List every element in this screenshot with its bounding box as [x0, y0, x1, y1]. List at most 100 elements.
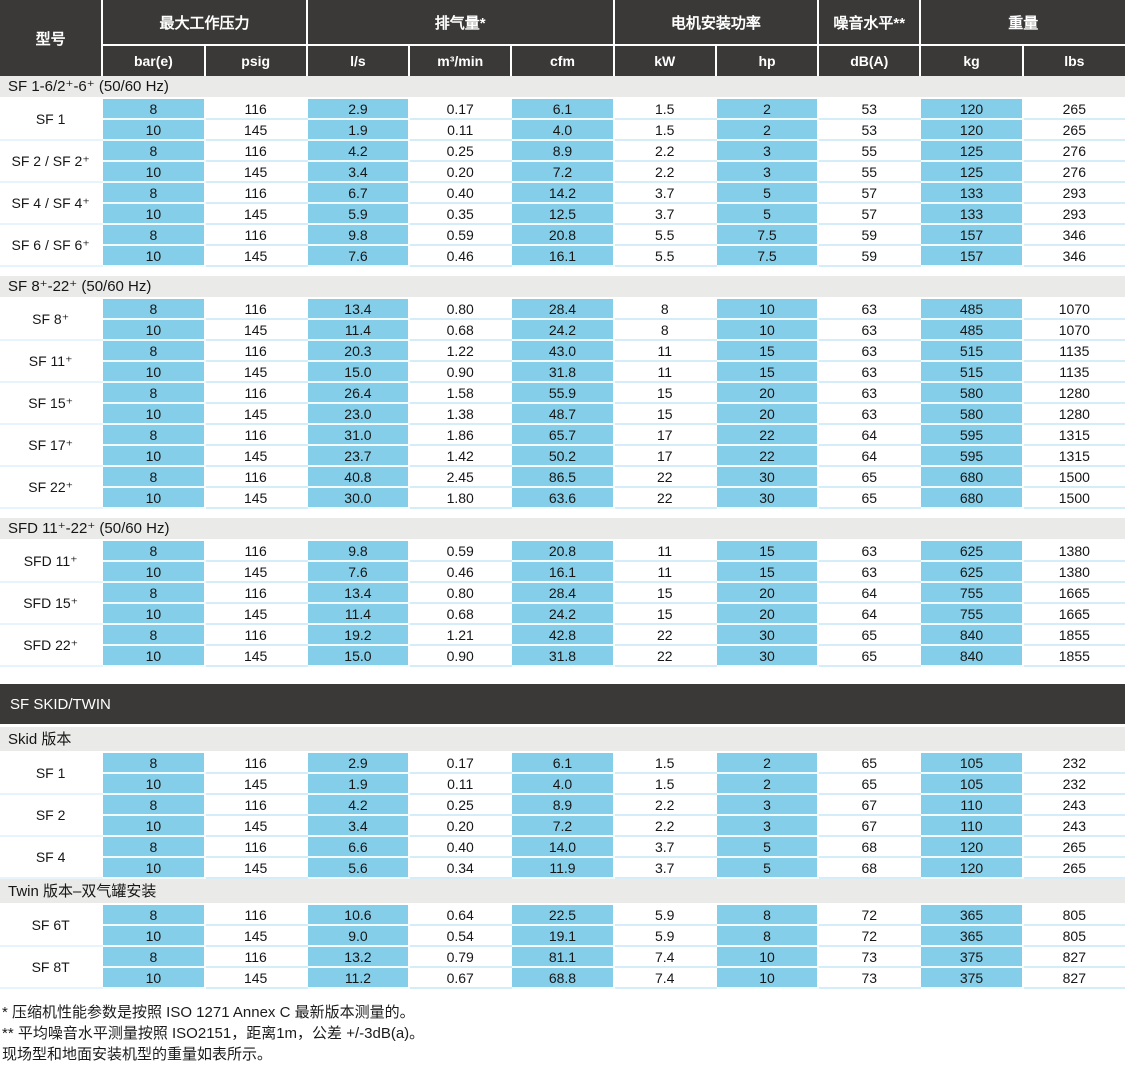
table-row: 10 145 7.6 0.46 16.1 5.5 7.5 59 157 346 [0, 245, 1125, 267]
data-cell: 10 [102, 603, 206, 625]
data-cell: 15 [715, 340, 820, 362]
spacer [0, 266, 1125, 276]
data-cell: 42.8 [511, 624, 615, 646]
data-cell: 580 [920, 382, 1024, 404]
data-cell: 64 [818, 424, 922, 446]
data-cell: 145 [204, 773, 308, 795]
table-row: SF 17⁺ 8 116 31.0 1.86 65.7 17 22 64 595 1315 [0, 424, 1125, 467]
data-cell: 5.9 [613, 925, 717, 947]
data-cell: 65 [818, 487, 922, 509]
data-cell: 0.67 [409, 967, 513, 989]
table-row: 10 145 11.4 0.68 24.2 15 20 64 755 1665 [0, 603, 1125, 625]
data-cell: 2.2 [613, 161, 717, 183]
data-cell: 0.40 [409, 836, 513, 858]
data-cell: 365 [920, 925, 1024, 947]
data-cell: 145 [204, 925, 308, 947]
data-cell: 10 [102, 773, 206, 795]
data-cell: 8 [102, 424, 206, 446]
data-cell: 28.4 [511, 582, 615, 604]
data-cell: 10 [102, 319, 206, 341]
data-cell: 0.68 [409, 319, 513, 341]
data-cell: 14.0 [511, 836, 615, 858]
data-cell: 625 [920, 540, 1024, 562]
data-cell: 346 [1022, 224, 1125, 246]
data-cell: 22 [613, 466, 717, 488]
header-group-row: 型号 最大工作压力 排气量* 电机安装功率 噪音水平** 重量 [0, 0, 1125, 76]
data-cell: 116 [204, 582, 308, 604]
data-cell: 680 [920, 487, 1024, 509]
data-cell: 11 [613, 361, 717, 383]
model-cell: SFD 15⁺ [0, 582, 104, 625]
col-header-model: 型号 [0, 0, 104, 76]
data-cell: 1855 [1022, 624, 1125, 646]
table-row: 10 145 5.9 0.35 12.5 3.7 5 57 133 293 [0, 203, 1125, 225]
data-cell: 0.11 [409, 773, 513, 795]
data-cell: 30 [715, 466, 820, 488]
table-row: 10 145 1.9 0.11 4.0 1.5 2 65 105 232 [0, 773, 1125, 795]
data-cell: 5.9 [306, 203, 411, 225]
data-cell: 63 [818, 403, 922, 425]
data-cell: 145 [204, 561, 308, 583]
section-title: SF 8⁺-22⁺ (50/60 Hz) [0, 276, 1125, 299]
model-cell: SF 2 / SF 2⁺ [0, 140, 104, 183]
section-gap [0, 666, 1125, 684]
table-row: SF 2 8 116 4.2 0.25 8.9 2.2 3 67 110 243 [0, 794, 1125, 837]
data-cell: 7.5 [715, 245, 820, 267]
data-cell: 6.6 [306, 836, 411, 858]
data-cell: 8 [102, 836, 206, 858]
data-cell: 3.7 [613, 857, 717, 879]
data-cell: 8 [102, 382, 206, 404]
data-cell: 1.5 [613, 773, 717, 795]
data-cell: 0.64 [409, 904, 513, 926]
data-cell: 23.7 [306, 445, 411, 467]
data-cell: 8 [102, 182, 206, 204]
spacer [0, 666, 1125, 684]
data-cell: 11.9 [511, 857, 615, 879]
section-title: Skid 版本 [0, 727, 1125, 753]
data-cell: 20.3 [306, 340, 411, 362]
data-cell: 24.2 [511, 319, 615, 341]
data-cell: 8 [102, 904, 206, 926]
data-cell: 0.54 [409, 925, 513, 947]
data-cell: 265 [1022, 119, 1125, 141]
model-cell: SF 4 [0, 836, 104, 879]
data-cell: 116 [204, 624, 308, 646]
data-cell: 8 [102, 582, 206, 604]
data-cell: 1.58 [409, 382, 513, 404]
data-cell: 145 [204, 487, 308, 509]
data-cell: 145 [204, 857, 308, 879]
data-cell: 72 [818, 904, 922, 926]
data-cell: 157 [920, 245, 1024, 267]
data-cell: 13.4 [306, 298, 411, 320]
data-cell: 120 [920, 119, 1024, 141]
data-cell: 485 [920, 298, 1024, 320]
table-row: 10 145 11.2 0.67 68.8 7.4 10 73 375 827 [0, 967, 1125, 989]
data-cell: 595 [920, 424, 1024, 446]
table-row: SF 8T 8 116 13.2 0.79 81.1 7.4 10 73 375 827 [0, 946, 1125, 989]
data-cell: 8 [102, 946, 206, 968]
data-cell: 2 [715, 119, 820, 141]
data-cell: 6.1 [511, 98, 615, 120]
section-gap [0, 724, 1125, 727]
data-cell: 30.0 [306, 487, 411, 509]
data-cell: 11 [613, 540, 717, 562]
data-cell: 293 [1022, 203, 1125, 225]
data-cell: 10 [102, 119, 206, 141]
data-cell: 116 [204, 340, 308, 362]
data-cell: 0.20 [409, 815, 513, 837]
data-cell: 67 [818, 794, 922, 816]
data-cell: 63.6 [511, 487, 615, 509]
data-cell: 68.8 [511, 967, 615, 989]
data-cell: 1070 [1022, 298, 1125, 320]
data-cell: 63 [818, 340, 922, 362]
data-cell: 116 [204, 98, 308, 120]
data-cell: 625 [920, 561, 1024, 583]
data-cell: 5.9 [613, 904, 717, 926]
data-cell: 59 [818, 224, 922, 246]
header-units-row: bar(e) psig l/s m³/min cfm kW hp dB(A) k… [0, 45, 1125, 76]
data-cell: 55 [818, 161, 922, 183]
data-cell: 20 [715, 403, 820, 425]
data-cell: 1500 [1022, 487, 1125, 509]
table-row: 10 145 15.0 0.90 31.8 11 15 63 515 1135 [0, 361, 1125, 383]
data-cell: 0.59 [409, 540, 513, 562]
